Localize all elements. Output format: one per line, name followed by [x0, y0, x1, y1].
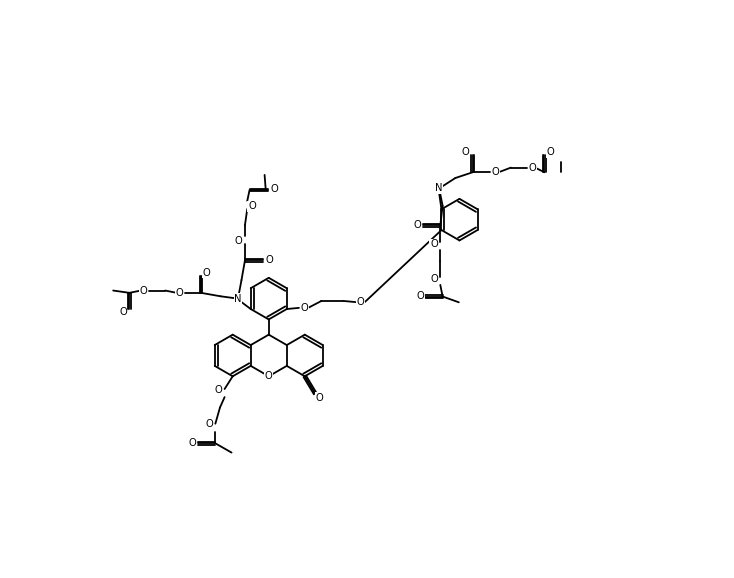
Text: O: O: [266, 255, 274, 265]
Text: O: O: [316, 392, 323, 403]
Text: O: O: [462, 147, 470, 157]
Text: O: O: [529, 162, 537, 173]
Text: O: O: [430, 239, 437, 250]
Text: O: O: [235, 236, 242, 246]
Text: O: O: [357, 297, 365, 307]
Text: O: O: [271, 184, 278, 194]
Text: O: O: [139, 286, 147, 295]
Text: O: O: [119, 307, 127, 317]
Text: N: N: [435, 183, 443, 194]
Text: O: O: [265, 371, 272, 381]
Text: O: O: [215, 384, 222, 395]
Text: O: O: [248, 201, 255, 211]
Text: O: O: [175, 288, 183, 298]
Text: O: O: [416, 291, 424, 301]
Text: N: N: [234, 294, 241, 303]
Text: O: O: [547, 147, 555, 157]
Text: O: O: [430, 274, 437, 284]
Text: O: O: [300, 303, 308, 313]
Text: O: O: [189, 438, 197, 448]
Text: O: O: [414, 220, 421, 230]
Text: O: O: [203, 268, 210, 277]
Text: O: O: [492, 167, 500, 177]
Text: O: O: [206, 419, 214, 429]
